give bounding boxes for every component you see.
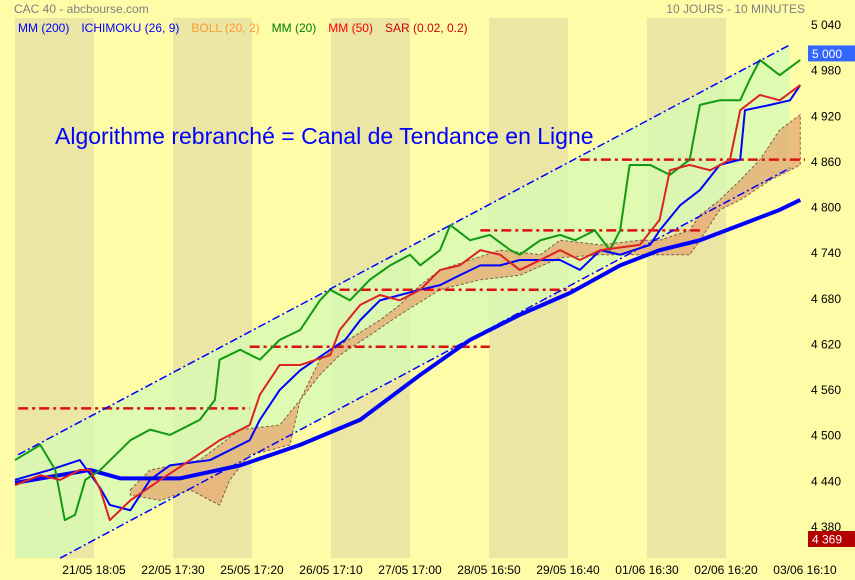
- legend-sar[interactable]: SAR (0.02, 0.2): [384, 21, 468, 35]
- x-tick-label: 28/05 16:50: [457, 563, 521, 577]
- x-tick-label: 03/06 16:10: [773, 563, 837, 577]
- y-tick-label: 4 800: [811, 201, 841, 215]
- channel-area: [15, 44, 790, 559]
- series-mm-200: [14, 198, 802, 485]
- legend-mm200[interactable]: MM (200): [18, 21, 70, 35]
- low-price-tag: [808, 530, 855, 547]
- x-tick-label: 21/05 18:05: [62, 563, 126, 577]
- x-tick-label: 26/05 17:10: [299, 563, 363, 577]
- y-tick-label: 4 500: [811, 429, 841, 443]
- last-price-tag: [808, 45, 855, 62]
- channel-upper-line: [17, 44, 791, 456]
- y-tick-label: 4 860: [811, 155, 841, 169]
- y-tick-label: 4 380: [811, 520, 841, 534]
- x-tick-label: 22/05 17:30: [141, 563, 205, 577]
- y-tick-label: 4 980: [811, 64, 841, 78]
- x-tick-label: 29/05 16:40: [536, 563, 600, 577]
- y-tick-label: 4 740: [811, 246, 841, 260]
- x-tick-label: 01/06 16:30: [615, 563, 679, 577]
- period-label: 10 JOURS - 10 MINUTES: [666, 2, 805, 16]
- series-ichimoku-26-9: [14, 84, 802, 512]
- y-tick-label: 4 560: [811, 383, 841, 397]
- channel-lower-line: [59, 167, 791, 559]
- low-price-label: 4 369: [812, 532, 842, 546]
- annotation-text: Algorithme rebranché = Canal de Tendance…: [55, 123, 594, 149]
- y-tick-label: 4 620: [811, 337, 841, 351]
- legend-mm50[interactable]: MM (50): [328, 21, 373, 35]
- ichimoku-cloud: [129, 113, 801, 506]
- series-mm-20: [14, 58, 801, 522]
- last-price-label: 5 000: [812, 47, 842, 61]
- series-mm-50: [14, 84, 801, 522]
- y-tick-label: 4 680: [811, 292, 841, 306]
- y-tick-label: 4 920: [811, 109, 841, 123]
- legend-mm20[interactable]: MM (20): [271, 21, 317, 35]
- legend: MM (200) ICHIMOKU (26, 9) BOLL (20, 2) M…: [18, 21, 468, 35]
- x-tick-label: 27/05 17:00: [378, 563, 442, 577]
- legend-ichimoku[interactable]: ICHIMOKU (26, 9): [81, 21, 180, 35]
- legend-boll[interactable]: BOLL (20, 2): [191, 21, 260, 35]
- y-tick-label: 4 440: [811, 474, 841, 488]
- chart-title: CAC 40 - abcbourse.com: [14, 2, 149, 16]
- y-tick-label: 5 040: [811, 18, 841, 32]
- x-tick-label: 25/05 17:20: [220, 563, 284, 577]
- x-tick-label: 02/06 16:20: [694, 563, 758, 577]
